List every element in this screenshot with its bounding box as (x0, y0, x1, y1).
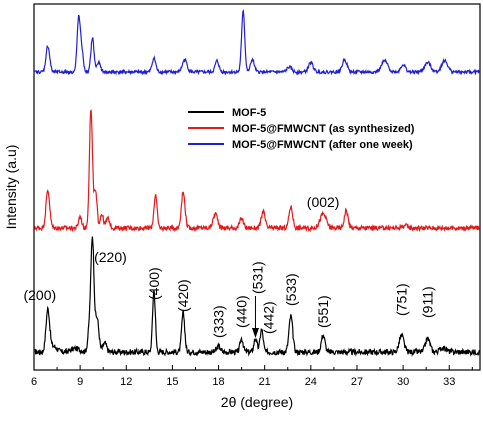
peak-label: (551) (315, 295, 331, 328)
x-axis-ticks: 6 9 12 15 18 21 24 27 30 33 (31, 365, 473, 388)
peak-label: (911) (420, 286, 436, 318)
x-tick-label: 33 (443, 376, 455, 388)
annotation-layer: (200) (220) (400) (420) (333) (440)(531) (442)… (23, 194, 436, 338)
plot-area: (200) (220) (400) (420) (333) (440)(531) (442)… (23, 3, 481, 388)
legend: MOF-5 MOF-5@FMWCNT (as synthesized) MOF-… (188, 107, 415, 151)
x-tick-label: 18 (212, 376, 224, 388)
peak-label: (400) (146, 267, 162, 300)
x-tick-label: 27 (351, 376, 363, 388)
legend-label: MOF-5@FMWCNT (as synthesized) (232, 123, 415, 135)
legend-item-after-one-week: MOF-5@FMWCNT (after one week) (188, 139, 413, 151)
legend-label: MOF-5@FMWCNT (after one week) (232, 139, 413, 151)
peak-label: (002) (307, 194, 340, 210)
x-tick-label: 9 (77, 376, 83, 388)
peak-label: (531) (249, 261, 265, 294)
legend-label: MOF-5 (232, 107, 266, 119)
peak-label: (751) (394, 283, 410, 316)
series-line-3 (34, 9, 481, 76)
peak-label: (420) (175, 279, 191, 312)
x-tick-label: 24 (305, 376, 317, 388)
peak-label: (533) (283, 273, 299, 306)
x-tick-label: 12 (120, 376, 132, 388)
legend-item-as-synthesized: MOF-5@FMWCNT (as synthesized) (188, 123, 415, 135)
peak-label: (220) (94, 249, 127, 265)
plot-frame (33, 3, 481, 371)
peak-label: (200) (23, 287, 56, 303)
series-line-1 (34, 236, 481, 358)
y-axis-title: Intensity (a.u) (3, 145, 19, 230)
series-line-2 (34, 109, 481, 233)
series-layer (34, 9, 481, 358)
x-tick-label: 21 (259, 376, 271, 388)
peak-label: (440) (234, 295, 250, 328)
x-axis-title: 2θ (degree) (221, 394, 293, 410)
peak-label: (333) (211, 305, 227, 338)
x-tick-label: 6 (31, 376, 37, 388)
legend-item-mof5: MOF-5 (188, 107, 266, 119)
peak-label: (442) (261, 301, 277, 334)
x-tick-label: 15 (166, 376, 178, 388)
annotation-arrow-head (251, 328, 259, 338)
x-tick-label: 30 (397, 376, 409, 388)
